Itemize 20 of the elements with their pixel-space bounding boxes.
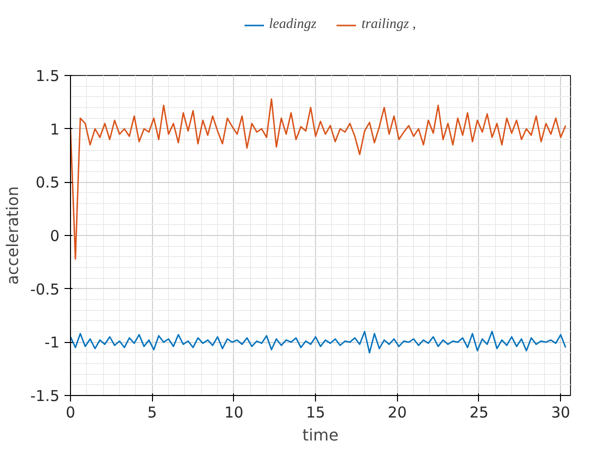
x-tick-label: 20 [388,404,407,422]
y-tick-label: -1 [44,334,60,352]
y-tick-label: 1.5 [36,67,60,85]
x-tick-label: 25 [469,404,489,422]
y-tick-label: 0.5 [36,174,60,192]
x-tick-label: 30 [551,404,570,422]
y-axis-title: acceleration [3,186,22,285]
x-axis-title: time [302,426,339,444]
legend-label: trailingz , [361,17,416,33]
legend-label: leadingz [269,17,316,33]
line-series [70,98,566,260]
line-series [70,330,566,354]
y-tick-label: 1 [50,120,60,138]
x-tick-label: 10 [224,404,244,422]
x-tick-label: 5 [147,404,157,422]
y-tick-label: -1.5 [30,387,60,405]
y-tick-label: -0.5 [30,280,60,298]
x-tick-label: 0 [66,404,76,422]
y-tick-label: 0 [50,227,60,245]
x-tick-label: 15 [306,404,326,422]
